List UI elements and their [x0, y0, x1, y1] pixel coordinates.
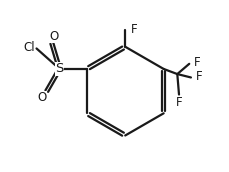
Text: F: F — [194, 56, 200, 69]
Text: F: F — [195, 70, 202, 83]
Text: S: S — [55, 62, 63, 76]
Text: O: O — [49, 30, 58, 43]
Text: F: F — [131, 23, 137, 36]
Text: O: O — [38, 92, 47, 104]
Text: F: F — [175, 96, 182, 109]
Text: Cl: Cl — [23, 41, 35, 54]
